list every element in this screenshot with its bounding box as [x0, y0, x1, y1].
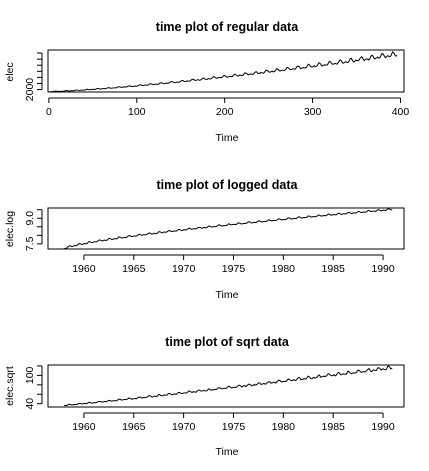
panel-title: time plot of logged data: [157, 178, 299, 192]
x-tick-label: 1990: [371, 263, 395, 275]
x-tick-label: 300: [304, 106, 322, 118]
y-tick-label: 9.0: [24, 211, 36, 226]
x-tick-label: 1975: [222, 421, 246, 433]
panel-title: time plot of regular data: [156, 20, 299, 34]
y-axis-label: elec: [4, 62, 16, 81]
plot-box: [47, 207, 405, 250]
y-axis: 2000: [24, 52, 43, 102]
y-axis: 7.5 9.0: [24, 209, 43, 251]
x-tick-label: 1985: [322, 421, 346, 433]
x-tick-label: 1965: [122, 421, 146, 433]
x-tick-label: 200: [216, 106, 234, 118]
series-line: [49, 51, 398, 93]
series-line: [63, 208, 393, 250]
x-tick-label: 1960: [72, 263, 96, 275]
x-axis: 1960 1965 1970 1975 1980 1985 1990: [72, 412, 395, 433]
x-tick-label: 400: [392, 106, 410, 118]
x-tick-label: 1985: [322, 263, 346, 275]
panel-logged: time plot of logged data Time elec.log 1…: [4, 178, 405, 301]
y-axis-label: elec.log: [4, 211, 16, 247]
x-tick-label: 1975: [222, 263, 246, 275]
x-axis: 1960 1965 1970 1975 1980 1985 1990: [72, 254, 395, 275]
y-tick-label: 7.5: [24, 236, 36, 251]
x-tick-label: 1980: [272, 421, 296, 433]
y-axis-label: elec.sqrt: [4, 366, 16, 406]
series-line: [63, 365, 393, 407]
x-tick-label: 1970: [172, 263, 196, 275]
x-tick-label: 1990: [371, 421, 395, 433]
panel-regular: time plot of regular data Time elec 0 100…: [4, 20, 409, 144]
y-tick-label: 40: [24, 398, 36, 410]
plot-box: [47, 49, 405, 93]
x-tick-label: 1970: [172, 421, 196, 433]
panel-sqrt: time plot of sqrt data Time elec.sqrt 19…: [4, 335, 405, 458]
y-tick-label: 2000: [24, 78, 36, 102]
x-tick-label: 100: [128, 106, 146, 118]
x-axis-label: Time: [216, 132, 239, 144]
x-axis-label: Time: [216, 446, 239, 458]
x-axis-label: Time: [216, 289, 239, 301]
plot-box: [47, 364, 405, 408]
x-tick-label: 1960: [72, 421, 96, 433]
x-tick-label: 1965: [122, 263, 146, 275]
x-tick-label: 0: [46, 106, 52, 118]
y-tick-label: 100: [24, 366, 36, 384]
x-tick-label: 1980: [272, 263, 296, 275]
x-axis: 0 100 200 300 400: [46, 97, 410, 118]
y-axis: 40 100: [24, 365, 43, 410]
panel-title: time plot of sqrt data: [165, 335, 290, 349]
